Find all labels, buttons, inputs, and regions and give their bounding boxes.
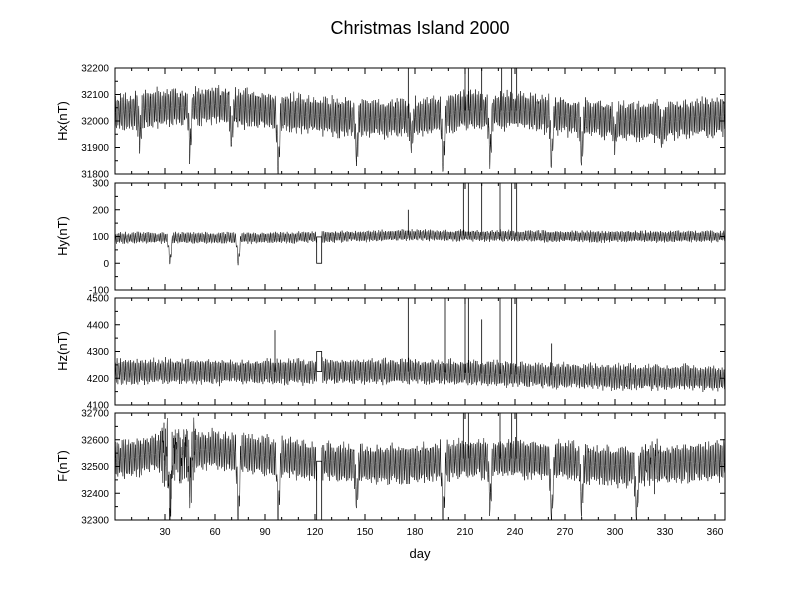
hy-ytick-label: 300 <box>92 179 109 190</box>
f-ytick-label: 32400 <box>81 489 109 500</box>
x-tick-label-270: 270 <box>557 527 574 538</box>
x-tick-label-330: 330 <box>657 527 674 538</box>
hx-trace-line <box>114 84 726 175</box>
hy-ytick-label: 100 <box>92 232 109 243</box>
x-tick-label-30: 30 <box>159 527 171 538</box>
x-tick-label-180: 180 <box>407 527 424 538</box>
x-tick-label-360: 360 <box>707 527 724 538</box>
hx-ytick-label: 32200 <box>81 64 109 75</box>
hx-ytick-label: 32000 <box>81 117 109 128</box>
panel-hx: 31800 31900 32000 32100 32200 Hx(nT) <box>55 64 726 181</box>
f-ytick-label: 32600 <box>81 435 109 446</box>
hy-ytick-label: 200 <box>92 205 109 216</box>
hz-plot-frame <box>114 297 726 406</box>
panel-hz: 4100 4200 4300 4400 4500 Hz(nT) <box>55 294 726 412</box>
hx-axis-ticks: 31800 31900 32000 32100 32200 <box>81 64 725 181</box>
hy-axis-label: Hy(nT) <box>55 216 70 256</box>
hx-axis-label: Hx(nT) <box>55 101 70 141</box>
hz-ytick-label: 4500 <box>87 294 110 305</box>
x-axis-label: day <box>410 546 431 561</box>
hy-series-trace <box>114 183 726 266</box>
x-tick-label-120: 120 <box>307 527 324 538</box>
x-tick-label-300: 300 <box>607 527 624 538</box>
hx-series-trace <box>114 68 726 175</box>
hy-axis-ticks: -100 0 100 200 300 <box>89 179 725 297</box>
hz-ytick-label: 4300 <box>87 347 110 358</box>
hx-ytick-label: 31900 <box>81 143 109 154</box>
x-tick-label-150: 150 <box>357 527 374 538</box>
hz-trace-line <box>114 357 726 393</box>
hx-ytick-label: 32100 <box>81 90 109 101</box>
f-ytick-label: 32500 <box>81 462 109 473</box>
hz-data-gap <box>316 351 323 372</box>
hz-series-trace <box>114 298 726 393</box>
hz-axis-label: Hz(nT) <box>55 331 70 371</box>
hy-ytick-label: -100 <box>89 286 109 297</box>
hz-ytick-label: 4200 <box>87 374 110 385</box>
hz-axis-ticks: 4100 4200 4300 4400 4500 <box>87 294 725 412</box>
f-ytick-label: 32700 <box>81 409 109 420</box>
hx-ytick-label: 31800 <box>81 170 109 181</box>
hy-data-gap <box>316 236 323 264</box>
x-tick-label-60: 60 <box>209 527 221 538</box>
f-series-trace <box>114 413 726 521</box>
x-tick-label-210: 210 <box>457 527 474 538</box>
hz-ytick-label: 4400 <box>87 320 110 331</box>
hz-ytick-label: 4100 <box>87 401 110 412</box>
f-trace-line <box>114 417 726 521</box>
f-data-gap <box>316 460 323 521</box>
f-axis-label: F(nT) <box>55 450 70 482</box>
hy-trace-line <box>114 229 726 266</box>
x-tick-label-240: 240 <box>507 527 524 538</box>
panel-f: 32300 32400 32500 32600 32700 30 60 90 120 150 180… <box>55 409 726 561</box>
f-axis-ticks: 32300 32400 32500 32600 32700 30 60 90 120 150 180… <box>81 409 725 538</box>
panel-hy: -100 0 100 200 300 Hy(nT) <box>55 179 726 297</box>
x-tick-label-90: 90 <box>259 527 271 538</box>
chart-title: Christmas Island 2000 <box>330 18 509 38</box>
f-ytick-label: 32300 <box>81 516 109 527</box>
hy-ytick-label: 0 <box>103 259 109 270</box>
